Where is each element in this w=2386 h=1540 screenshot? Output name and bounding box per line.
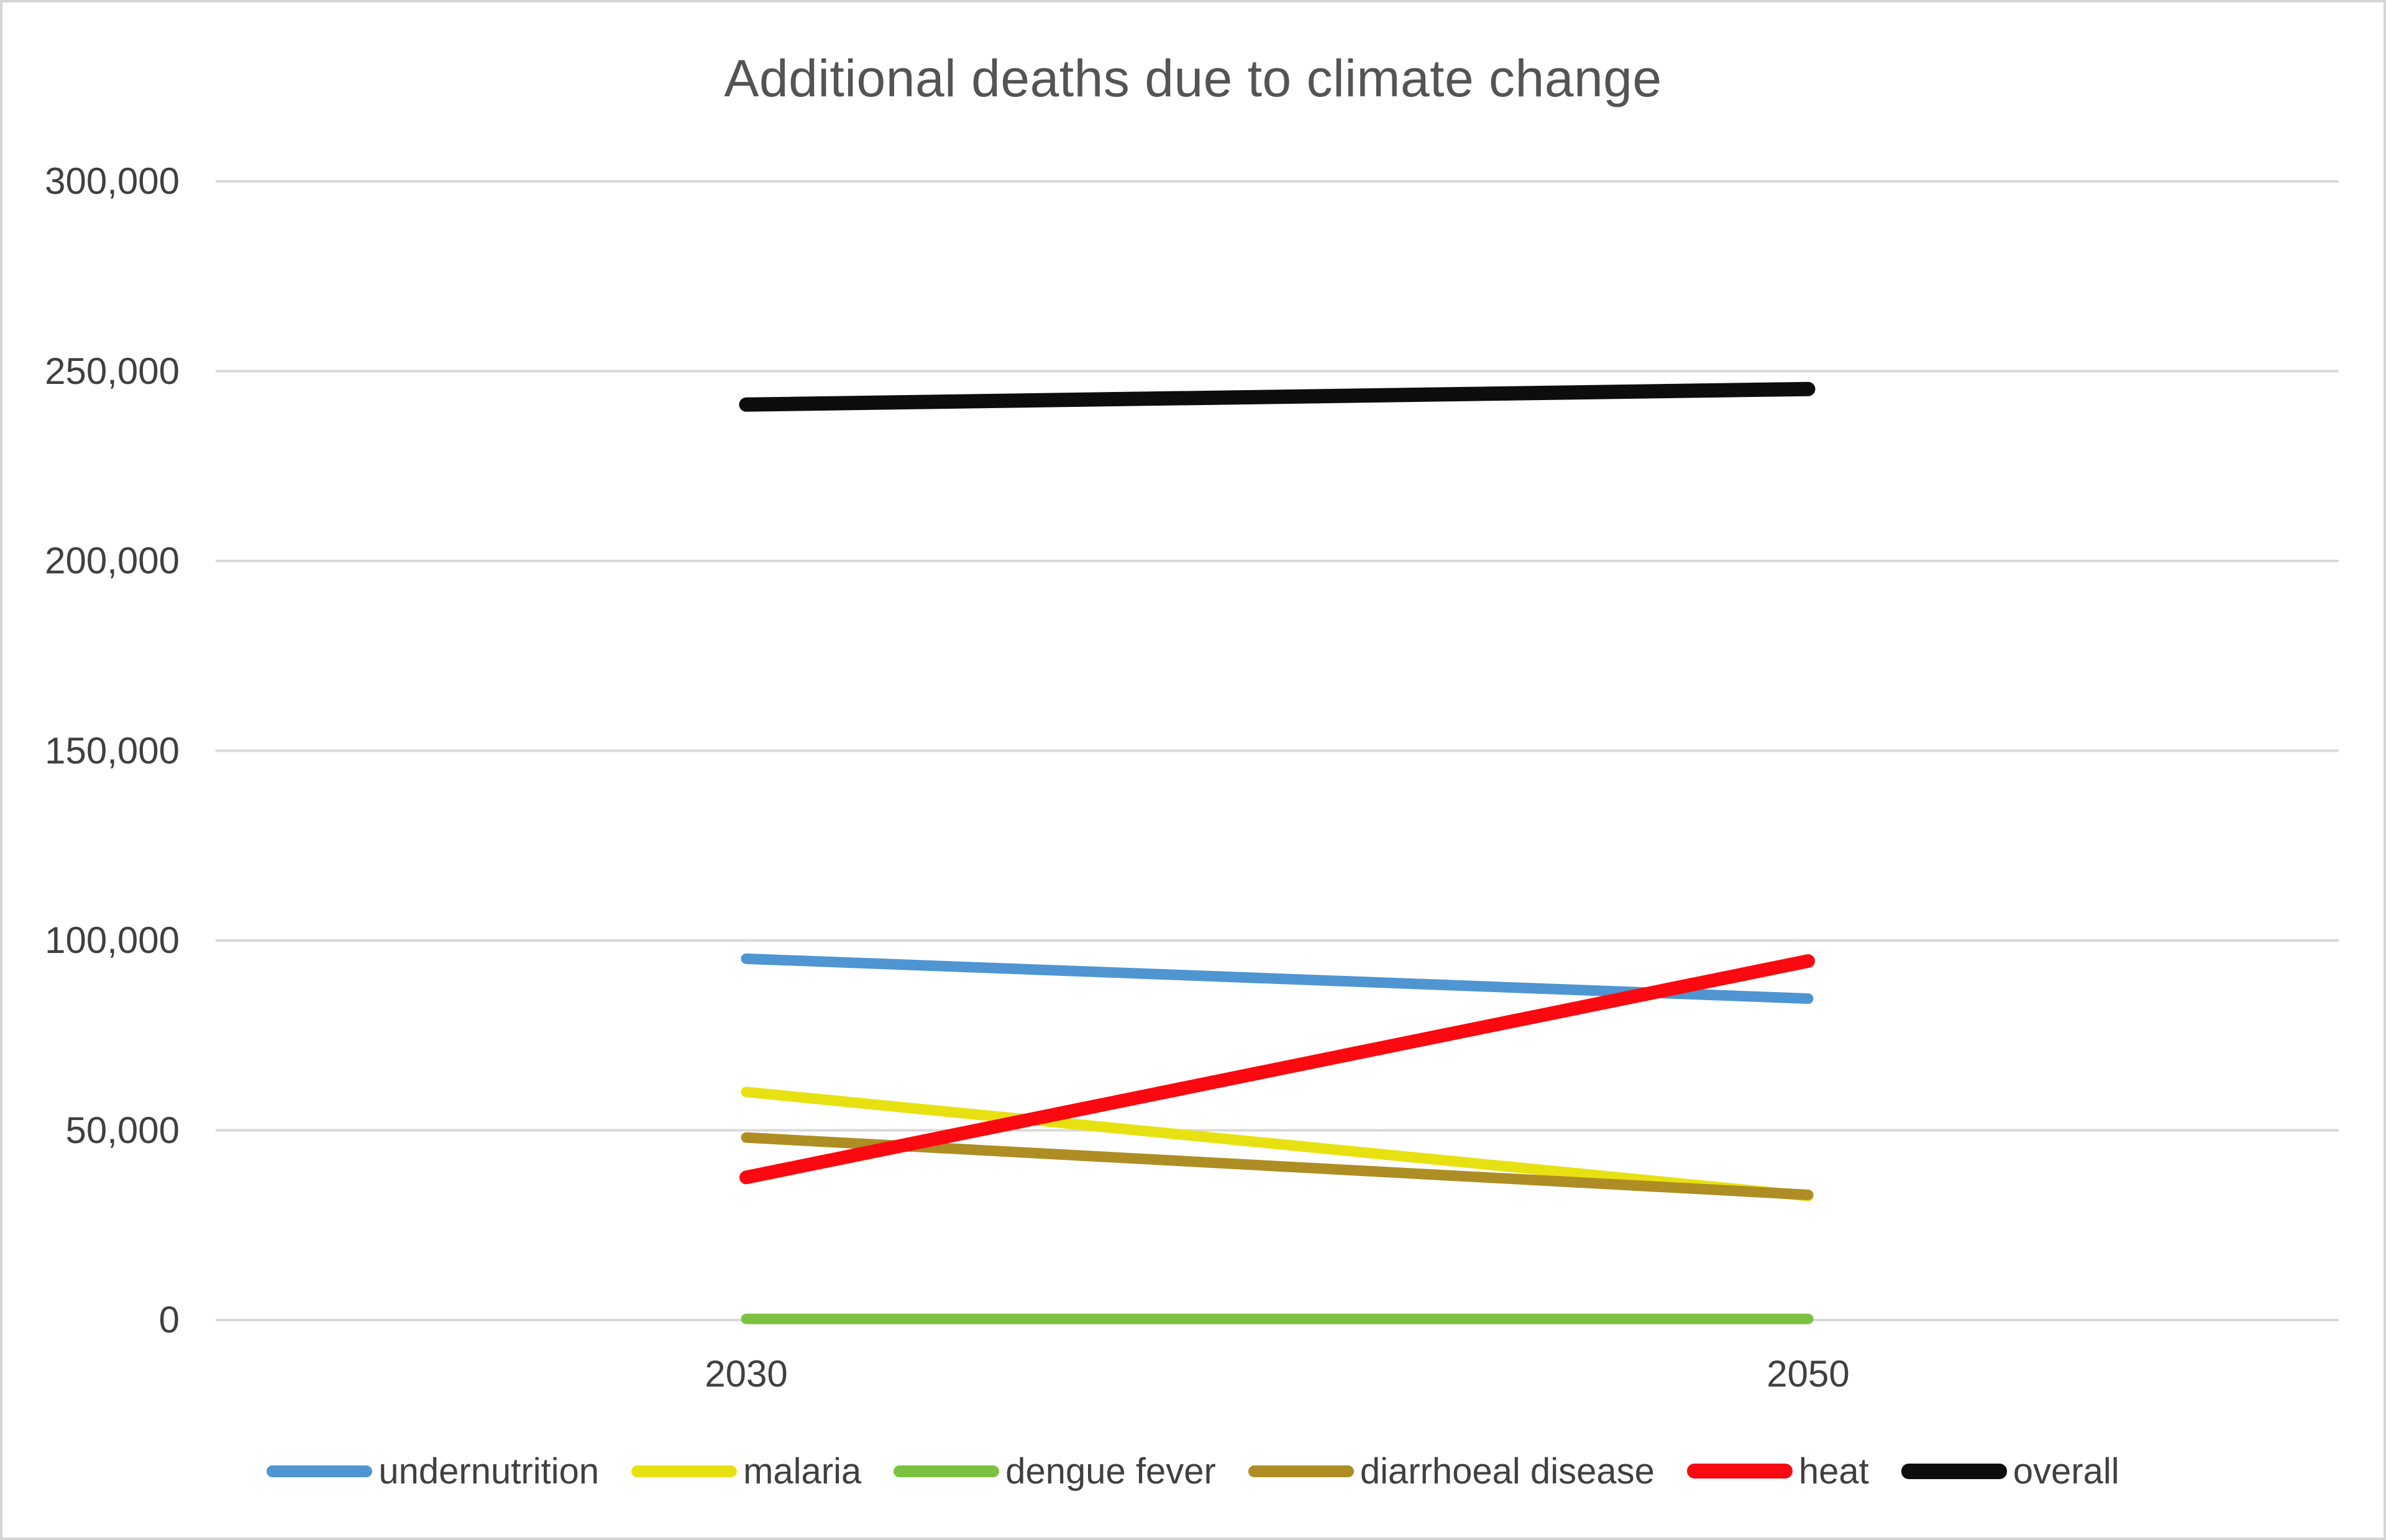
- legend-item-malaria: malaria: [631, 1451, 861, 1492]
- legend-swatch-icon: [631, 1465, 738, 1477]
- y-tick-label: 100,000: [45, 919, 180, 961]
- legend-item-overall: overall: [1901, 1451, 2119, 1492]
- legend-swatch-icon: [267, 1465, 373, 1477]
- series-line-malaria: [741, 1087, 1814, 1201]
- y-tick-label: 200,000: [45, 540, 180, 581]
- legend-label: undernutrition: [378, 1451, 600, 1492]
- chart-title: Additional deaths due to climate change: [724, 49, 1662, 107]
- y-tick-label: 0: [158, 1299, 180, 1341]
- y-tick-label: 50,000: [65, 1109, 180, 1151]
- legend-swatch-icon: [1901, 1463, 2007, 1479]
- legend-item-heat: heat: [1686, 1451, 1869, 1492]
- legend-item-dengue-fever: dengue fever: [894, 1451, 1216, 1492]
- legend-swatch-icon: [894, 1465, 1000, 1477]
- legend-swatch-icon: [1248, 1465, 1354, 1477]
- legend-item-diarrhoeal-disease: diarrhoeal disease: [1248, 1451, 1655, 1492]
- legend-swatch-icon: [1686, 1464, 1793, 1478]
- legend-label: heat: [1798, 1451, 1869, 1492]
- y-tick-label: 150,000: [45, 729, 180, 772]
- y-tick-label: 250,000: [45, 350, 180, 392]
- legend-label: malaria: [743, 1451, 862, 1492]
- legend: undernutrition malaria dengue fever diarrho…: [2, 1445, 2384, 1497]
- legend-label: overall: [2013, 1451, 2119, 1492]
- legend-label: dengue fever: [1005, 1451, 1216, 1492]
- y-tick-label: 300,000: [45, 160, 180, 202]
- x-tick-label: 2050: [1767, 1353, 1850, 1395]
- legend-item-undernutrition: undernutrition: [267, 1451, 599, 1492]
- series-line-overall: [739, 381, 1816, 412]
- legend-label: diarrhoeal disease: [1360, 1451, 1655, 1492]
- x-tick-label: 2030: [705, 1353, 788, 1395]
- series-line-heat: [739, 954, 1815, 1185]
